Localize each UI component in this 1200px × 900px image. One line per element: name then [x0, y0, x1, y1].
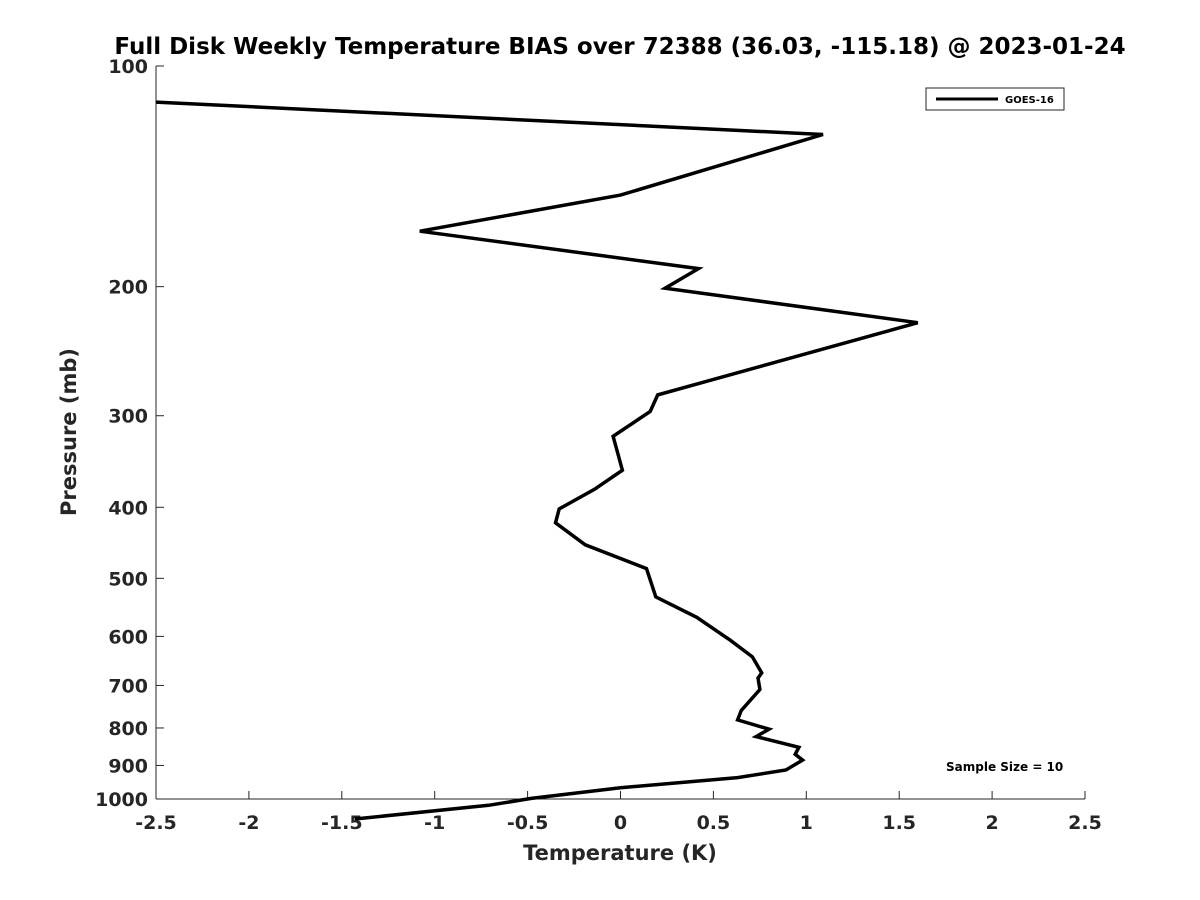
chart-title: Full Disk Weekly Temperature BIAS over 7… — [114, 34, 1125, 60]
x-tick-label: -0.5 — [507, 812, 549, 834]
y-tick-label: 1000 — [95, 789, 148, 811]
legend-label: GOES-16 — [1005, 95, 1054, 106]
x-tick-label: 0 — [614, 812, 627, 834]
x-tick-label: 0.5 — [697, 812, 731, 834]
y-tick-label: 700 — [108, 675, 148, 697]
y-tick-label: 300 — [108, 406, 148, 428]
y-tick-label: 900 — [108, 755, 148, 777]
series-line-goes-16 — [155, 100, 919, 821]
x-tick-label: -1 — [424, 812, 445, 834]
y-tick-label: 100 — [108, 56, 148, 78]
y-axis-ticks: 100 200 300 400 500 600 700 800 900 1000 — [95, 56, 164, 811]
x-axis-ticks: -2.5 -2 -1.5 -1 -0.5 0 0.5 1 1.5 2 2.5 — [135, 791, 1102, 834]
x-tick-label: 1.5 — [882, 812, 916, 834]
x-tick-label: -1.5 — [321, 812, 363, 834]
y-tick-label: 500 — [108, 568, 148, 590]
y-tick-label: 200 — [108, 277, 148, 299]
sample-size-annotation: Sample Size = 10 — [946, 760, 1063, 774]
y-tick-label: 400 — [108, 497, 148, 519]
x-axis-label: Temperature (K) — [523, 841, 717, 865]
x-tick-label: 2 — [985, 812, 998, 834]
y-tick-label: 800 — [108, 718, 148, 740]
x-tick-label: -2 — [238, 812, 259, 834]
x-tick-label: 2.5 — [1068, 812, 1102, 834]
legend: GOES-16 — [925, 87, 1065, 111]
y-tick-label: 600 — [108, 626, 148, 648]
x-tick-label: 1 — [800, 812, 813, 834]
y-axis-label: Pressure (mb) — [57, 348, 81, 516]
x-tick-label: -2.5 — [135, 812, 177, 834]
